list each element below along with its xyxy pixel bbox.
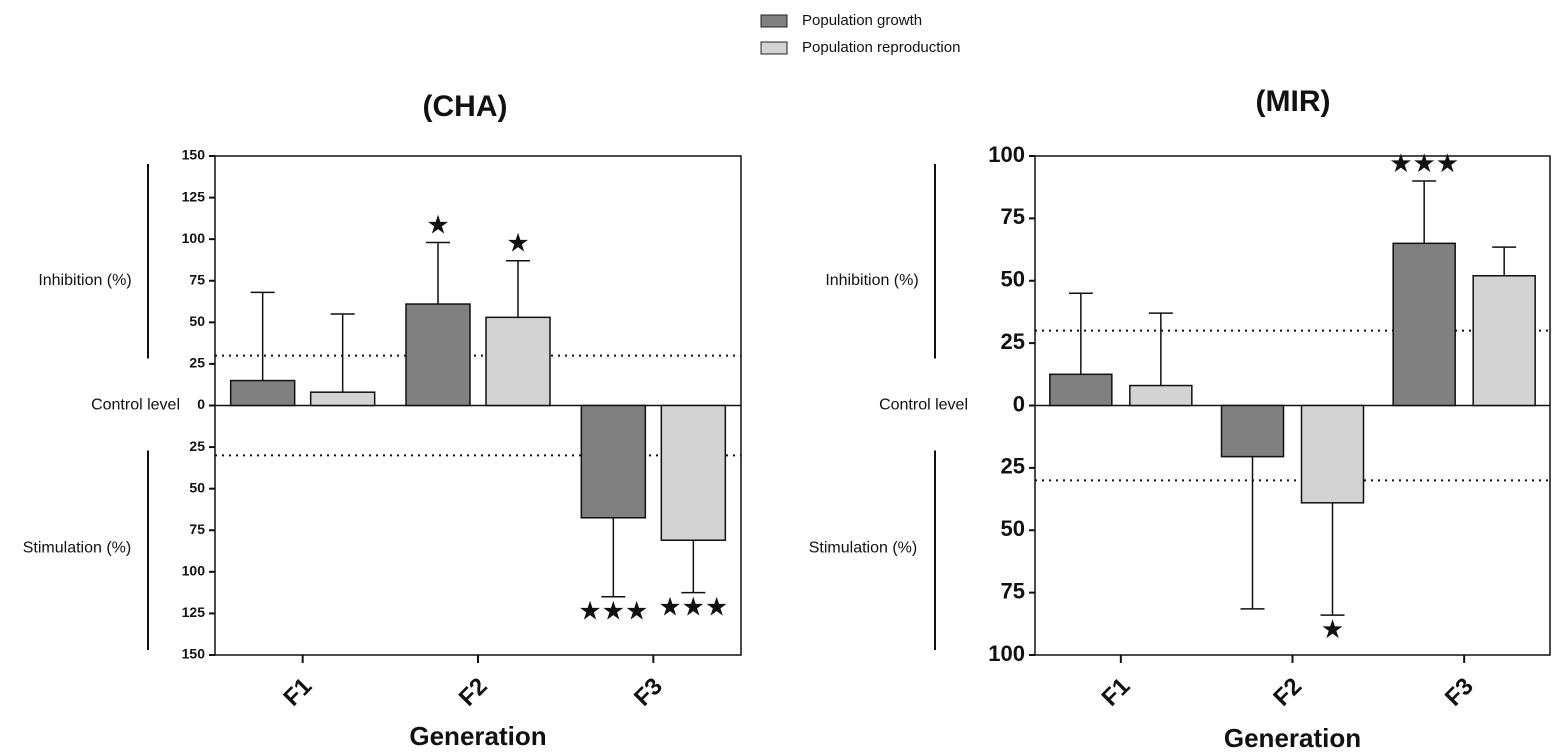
bar [580, 404, 647, 519]
y-tick-label: 25 [1001, 454, 1025, 479]
y-tick-label: 125 [182, 604, 206, 620]
y-tick-label: 25 [1001, 329, 1025, 354]
annotation: Stimulation (%) [809, 539, 917, 556]
x-tick-label: F2 [1268, 673, 1307, 712]
x-tick-label: F3 [1440, 673, 1479, 712]
y-tick-label: 50 [1001, 516, 1025, 541]
bar [1392, 242, 1456, 407]
bar [1129, 384, 1193, 407]
panel: (MIR) Generation Inhibition (%) Stimulation… [809, 85, 1551, 753]
y-tick-label: 75 [189, 271, 205, 287]
y-tick-label: 100 [988, 641, 1025, 666]
y-tick-label: 75 [1001, 578, 1025, 603]
x-axis-label: Generation [1224, 723, 1361, 753]
y-tick-label: 50 [189, 313, 205, 329]
legend-swatch [760, 14, 788, 28]
y-tick-label: 25 [189, 355, 205, 371]
significance-label: ★ [1321, 614, 1344, 644]
y-tick-label: 100 [182, 230, 206, 246]
x-tick-label: F1 [278, 673, 317, 712]
y-tick-label: 150 [182, 646, 206, 662]
y-tick-label: 100 [988, 142, 1025, 167]
y-tick-label: 75 [189, 521, 205, 537]
y-tick-label: 50 [1001, 267, 1025, 292]
y-tick-label: 25 [189, 438, 205, 454]
y-tick-label: 100 [182, 563, 206, 579]
bar [1220, 404, 1285, 458]
bar [1049, 373, 1113, 407]
bar [1300, 404, 1365, 504]
y-tick-label: 150 [182, 147, 206, 163]
annotation: Control level [91, 397, 180, 414]
annotation: Inhibition (%) [825, 272, 918, 289]
significance-label: ★★★ [1389, 148, 1459, 178]
bar [485, 316, 551, 407]
x-tick-label: F3 [629, 673, 668, 712]
annotation: Stimulation (%) [23, 539, 131, 556]
annotation: Inhibition (%) [38, 272, 131, 289]
legend: Population growth Population reproduction [760, 12, 960, 56]
panel: (CHA) Generation Inhibition (%) Stimulation… [23, 90, 742, 751]
x-tick-label: F1 [1097, 673, 1136, 712]
significance-label: ★ [506, 228, 529, 258]
bar [229, 379, 296, 407]
legend-swatch [760, 41, 788, 55]
y-tick-label: 0 [1013, 391, 1025, 416]
y-tick-label: 75 [1001, 204, 1025, 229]
annotation: Control level [879, 397, 968, 414]
y-tick-label: 50 [189, 479, 205, 495]
y-tick-label: 0 [197, 396, 205, 412]
x-axis-label: Generation [409, 721, 546, 751]
significance-label: ★★★ [578, 596, 648, 626]
legend-label: Population reproduction [802, 39, 960, 56]
legend-label: Population growth [802, 12, 922, 29]
y-tick-label: 125 [182, 188, 206, 204]
significance-label: ★★★ [658, 592, 728, 622]
bar [660, 404, 727, 541]
chart-title: (MIR) [1256, 85, 1331, 118]
bar [405, 303, 471, 407]
significance-label: ★ [426, 209, 449, 239]
x-tick-label: F2 [454, 673, 493, 712]
bar [1472, 275, 1536, 407]
bar [309, 391, 376, 407]
chart-title: (CHA) [423, 90, 508, 123]
